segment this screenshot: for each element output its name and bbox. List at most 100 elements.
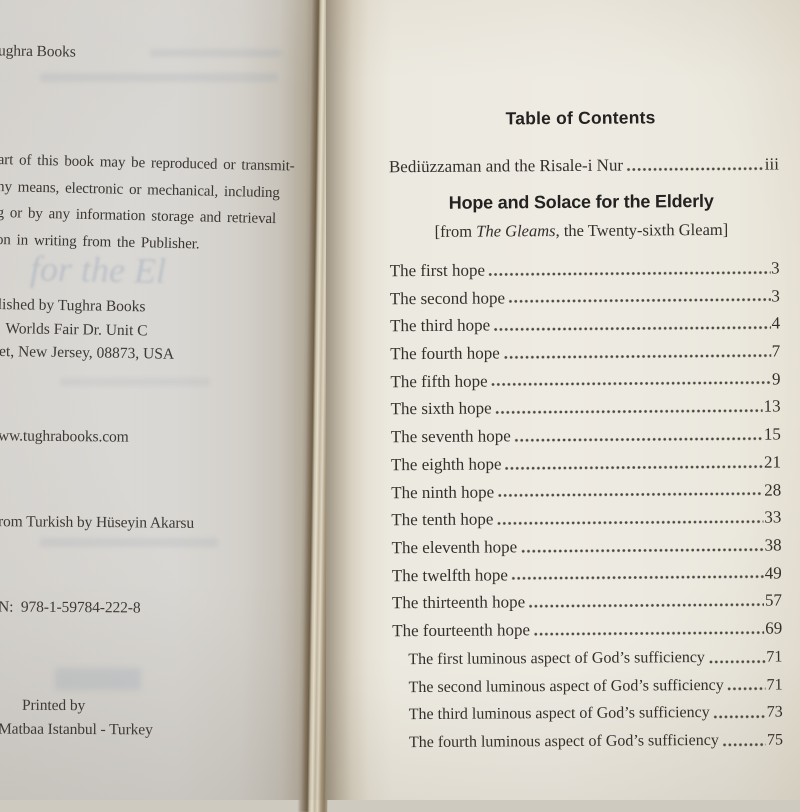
- toc-entry-page: 7: [771, 341, 781, 361]
- toc-entry-row: The thirteenth hope 57: [392, 587, 782, 617]
- toc-entry-label: The fifth hope: [390, 371, 488, 391]
- toc-entry-page: 3: [771, 286, 780, 306]
- subtitle-book-title: The Gleams: [476, 221, 556, 241]
- toc-sub-entry-list: The first luminous aspect of God’s suffi…: [408, 643, 783, 756]
- toc-entry-label: The thirteenth hope: [391, 592, 526, 613]
- toc-entry-page: 38: [764, 535, 782, 555]
- toc-entry-page: 4: [771, 313, 781, 333]
- toc-entry-label: The second luminous aspect of God’s suff…: [408, 676, 724, 696]
- toc-entry-page: 13: [763, 396, 781, 417]
- toc-entry-label: The sixth hope: [390, 398, 492, 419]
- toc-entry-label: The fourth hope: [390, 343, 500, 364]
- toc-entry-label: The first luminous aspect of God’s suffi…: [408, 649, 705, 669]
- dot-leader: [508, 296, 771, 305]
- toc-entry-label: The fourth luminous aspect of God’s suff…: [408, 731, 719, 752]
- toc-entry-label: The fourteenth hope: [392, 620, 531, 641]
- toc-entry-row: The ninth hope 28: [391, 476, 781, 506]
- dot-leader: [496, 518, 764, 527]
- section-subheading: [from The Gleams, the Twenty-sixth Gleam…: [383, 219, 779, 242]
- show-through-smudge: [40, 73, 278, 82]
- subtitle-pre: [from: [434, 221, 477, 241]
- show-through-smudge: [150, 49, 282, 57]
- toc-entry-row: The fourth luminous aspect of God’s suff…: [409, 727, 783, 757]
- toc-heading: Table of Contents: [505, 107, 656, 129]
- dot-leader: [533, 629, 765, 637]
- show-through-smudge: [40, 538, 218, 547]
- publisher-address: lished by Tughra Books Worlds Fair Dr. Un…: [0, 293, 175, 366]
- dot-leader: [520, 546, 764, 554]
- toc-entry-list: The first hope 3 The second hope 3 The t…: [390, 254, 783, 644]
- toc-entry-row: The seventh hope 15: [391, 421, 781, 451]
- text-line: lished by Tughra Books: [0, 295, 146, 316]
- left-page: for the El ughra Books art of this book …: [0, 0, 318, 800]
- toc-entry-page: 21: [763, 452, 782, 472]
- toc-entry-row: The twelfth hope 49: [392, 559, 782, 589]
- toc-intro-entry: Bediüzzaman and the Risale-i Nur iii: [389, 150, 779, 180]
- subtitle-post: , the Twenty-sixth Gleam]: [555, 219, 729, 241]
- toc-entry-page: 75: [766, 731, 783, 749]
- dot-leader: [726, 685, 766, 693]
- dot-leader: [528, 601, 765, 610]
- toc-entry-row: The tenth hope 33: [391, 504, 781, 534]
- toc-entry-page: 28: [764, 479, 782, 500]
- toc-entry-row: The second hope 3: [390, 282, 780, 312]
- toc-entry-row: The third hope 4: [390, 310, 780, 340]
- toc-entry-label: The ninth hope: [391, 481, 495, 502]
- toc-entry-row: The first hope 3: [390, 254, 780, 284]
- dot-leader: [513, 435, 763, 444]
- dot-leader: [510, 573, 764, 582]
- toc-entry-label: The second hope: [389, 288, 506, 308]
- dot-leader: [490, 379, 771, 388]
- dot-leader: [707, 658, 766, 665]
- toc-entry-page: 9: [771, 369, 781, 389]
- toc-entry-row: The eighth hope 21: [391, 448, 781, 478]
- dot-leader: [502, 352, 771, 361]
- isbn-number: N: 978-1-59784-222-8: [0, 598, 141, 617]
- toc-entry-label: The tenth hope: [391, 509, 494, 530]
- toc-entry-label: The twelfth hope: [391, 564, 508, 585]
- toc-entry-row: The fourteenth hope 69: [392, 614, 782, 644]
- toc-entry-page: 15: [763, 424, 781, 444]
- toc-entry-label: The eleventh hope: [391, 537, 518, 558]
- show-through-logo-smudge: [55, 668, 141, 690]
- dot-leader: [721, 741, 766, 748]
- toc-entry-label: The first hope: [389, 260, 486, 281]
- dot-leader: [488, 269, 771, 278]
- toc-entry-row: The eleventh hope 38: [391, 531, 782, 561]
- dot-leader: [712, 713, 766, 721]
- toc-entry-label: The third hope: [389, 315, 491, 336]
- toc-entry-row: The sixth hope 13: [391, 393, 781, 423]
- toc-entry-page: 3: [771, 258, 780, 278]
- toc-entry-row: The fifth hope 9: [390, 365, 780, 395]
- publisher-name-top: ughra Books: [0, 42, 76, 61]
- toc-entry-page: 57: [764, 590, 783, 610]
- toc-entry-label: Bediüzzaman and the Risale-i Nur: [388, 155, 624, 177]
- toc-entry-page: 71: [766, 648, 783, 666]
- text-line: Worlds Fair Dr. Unit C: [5, 319, 148, 339]
- dot-leader: [504, 463, 764, 471]
- printer-name: Matbaa Istanbul - Turkey: [0, 720, 153, 739]
- toc-content: Table of Contents Bediüzzaman and the Ri…: [324, 0, 800, 802]
- dot-leader: [494, 407, 763, 416]
- printed-by-label: Printed by: [21, 696, 86, 715]
- dot-leader: [626, 165, 764, 173]
- dot-leader: [497, 490, 764, 499]
- toc-entry-page: 69: [765, 618, 783, 638]
- translator-credit: rom Turkish by Hüseyin Akarsu: [0, 513, 195, 532]
- toc-entry-row: The first luminous aspect of God’s suffi…: [408, 643, 782, 673]
- dot-leader: [493, 324, 771, 333]
- toc-entry-page: 71: [766, 676, 783, 694]
- toc-entry-label: The third luminous aspect of God’s suffi…: [408, 704, 710, 724]
- toc-entry-label: The eighth hope: [390, 454, 502, 475]
- copyright-notice: art of this book may be reproduced or tr…: [0, 147, 298, 260]
- toc-entry-row: The second luminous aspect of God’s suff…: [408, 671, 783, 701]
- toc-entry-row: The third luminous aspect of God’s suffi…: [409, 699, 783, 729]
- toc-entry-page: 73: [766, 703, 783, 721]
- toc-entry-label: The seventh hope: [390, 426, 511, 447]
- right-page: Table of Contents Bediüzzaman and the Ri…: [326, 0, 800, 800]
- toc-entry-page: 33: [764, 507, 782, 527]
- toc-entry-row: The fourth hope 7: [390, 338, 780, 368]
- publisher-website: ww.tughrabooks.com: [0, 427, 129, 446]
- show-through-smudge: [60, 378, 210, 386]
